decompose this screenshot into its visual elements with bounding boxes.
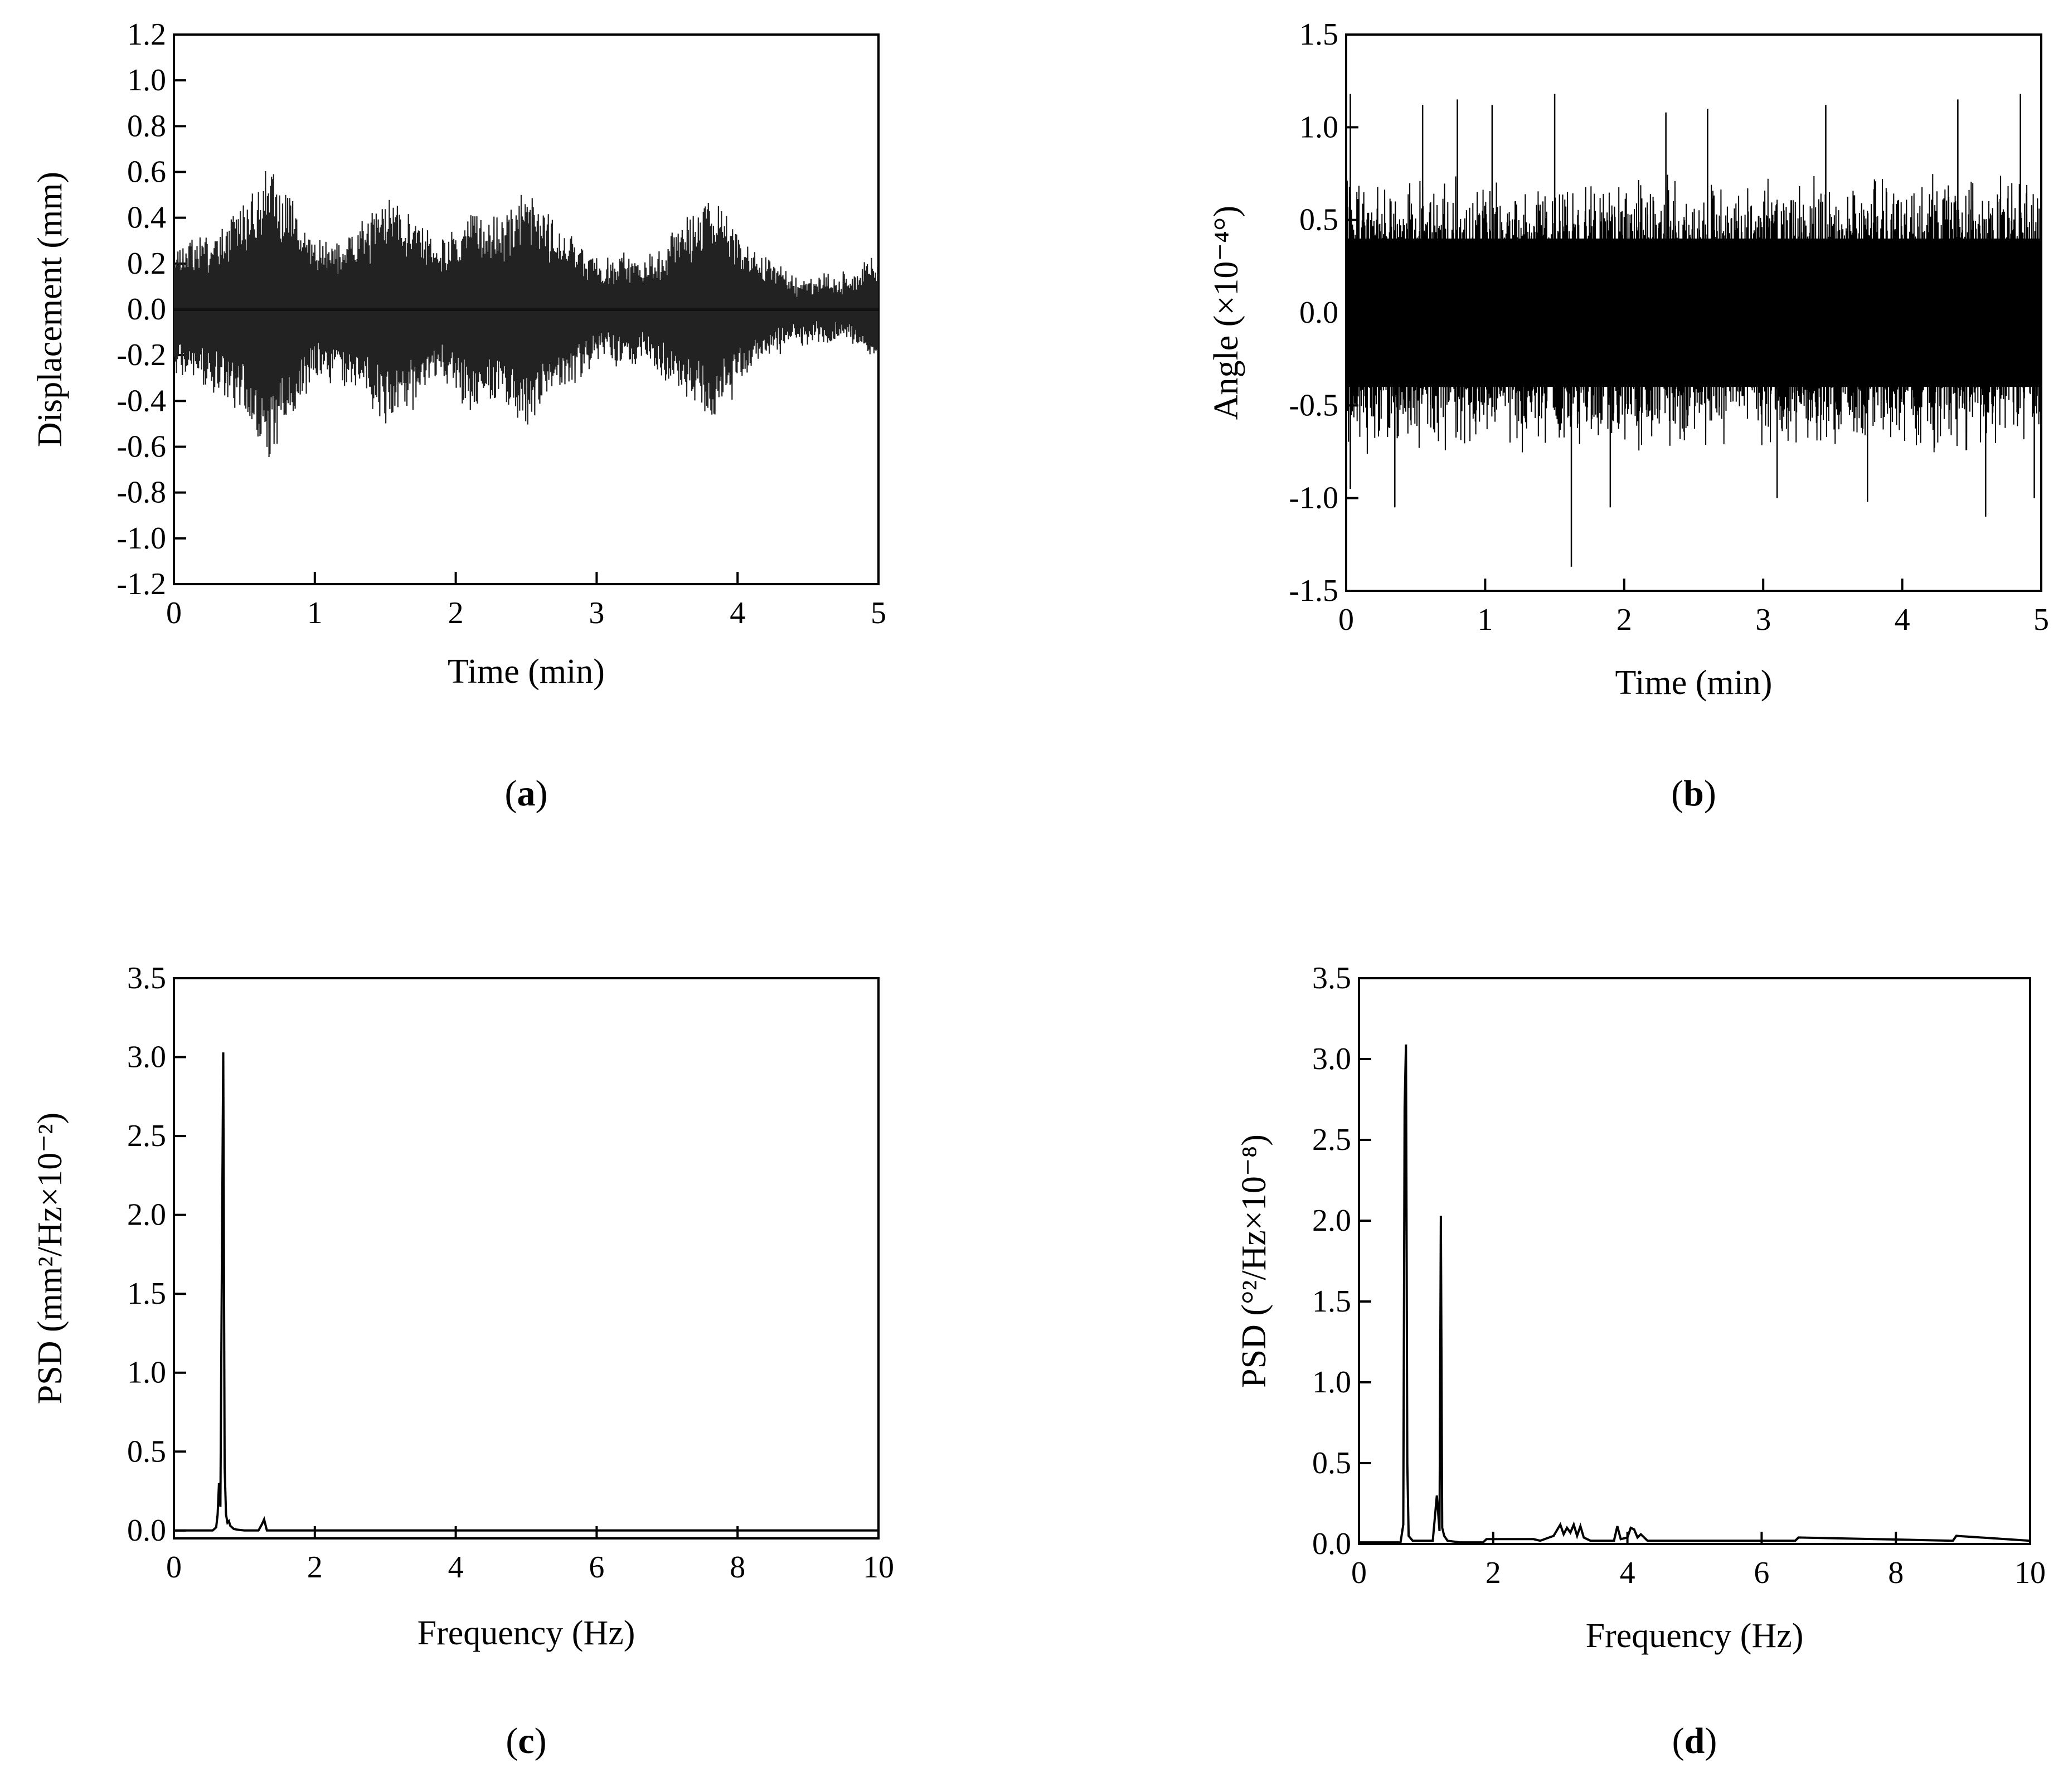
y-tick-label: -0.5 [1289, 388, 1338, 422]
x-axis-label: Time (min) [1615, 664, 1773, 702]
x-tick-label: 8 [730, 1550, 745, 1585]
y-tick-label: -1.2 [116, 567, 166, 601]
panel-label-letter: b [1683, 773, 1704, 814]
x-tick-label: 8 [1888, 1556, 1904, 1590]
y-tick-label: 1.5 [1299, 17, 1338, 52]
y-tick-label: -0.8 [116, 475, 166, 510]
panel-label-open: ( [1672, 1721, 1685, 1761]
panel-label-open: ( [505, 773, 517, 814]
x-tick-label: 0 [1338, 603, 1354, 637]
chart-panel-d: 0 2 4 6 8 10 0.0 0.5 1.0 1.5 2.0 2.5 3.0 3.5 Frequency… [1235, 961, 2046, 1761]
panel-label-letter: d [1685, 1721, 1705, 1761]
y-tick-label: 3.5 [1312, 961, 1351, 995]
y-tick-label: 0.8 [127, 109, 166, 143]
panel-label: (b) [1671, 773, 1716, 814]
series-line [174, 171, 878, 458]
y-tick-label: 0.0 [127, 1513, 166, 1548]
x-tick-label: 3 [589, 596, 604, 630]
x-axis-label: Time (min) [448, 653, 605, 691]
y-tick-label: -0.6 [116, 430, 166, 464]
x-axis-label: Frequency (Hz) [1586, 1617, 1804, 1655]
plot-frame [173, 977, 880, 1540]
panel-label-open: ( [1671, 773, 1683, 814]
panel-label: (a) [505, 773, 548, 814]
panel-label-close: ) [1705, 1721, 1717, 1761]
panel-label-close: ) [1704, 773, 1716, 814]
x-tick-label: 2 [1616, 603, 1632, 637]
x-tick-label: 0 [1351, 1556, 1367, 1590]
series-band [1346, 238, 2041, 387]
x-tick-label: 6 [1754, 1556, 1769, 1590]
y-tick-label: -1.0 [116, 521, 166, 556]
chart-panel-c: 0 2 4 6 8 10 0.0 0.5 1.0 1.5 2.0 2.5 3.0 3.5 Frequency… [31, 961, 894, 1761]
x-tick-label: 10 [863, 1550, 894, 1585]
y-axis-label: PSD (°²/Hz×10⁻⁸) [1235, 1134, 1273, 1388]
y-tick-label: -0.4 [116, 383, 166, 418]
x-tick-label: 2 [1486, 1556, 1501, 1590]
x-tick-label: 4 [1620, 1556, 1635, 1590]
y-axis-label: Angle (×10⁻⁴°) [1207, 206, 1245, 420]
panel-label-letter: c [518, 1721, 534, 1761]
y-tick-label: 3.0 [1312, 1042, 1351, 1076]
y-tick-label: 0.6 [127, 155, 166, 190]
y-tick-label: 2.5 [1312, 1123, 1351, 1157]
panel-label: (c) [506, 1721, 546, 1761]
y-tick-label: 2.0 [127, 1198, 166, 1232]
y-axis-label: PSD (mm²/Hz×10⁻²) [31, 1113, 69, 1404]
y-tick-label: 0.5 [1312, 1446, 1351, 1480]
panel-label-close: ) [535, 1721, 547, 1761]
x-tick-label: 6 [589, 1550, 604, 1585]
x-axis-label: Frequency (Hz) [418, 1614, 635, 1652]
y-tick-label: 0.5 [127, 1434, 166, 1469]
y-tick-label: 1.0 [127, 63, 166, 98]
series-line [174, 1052, 878, 1532]
plot-frame [1358, 977, 2031, 1545]
chart-panel-a: 0 1 2 3 4 5 -1.2 -1.0 -0.8 -0.6 -0.4 -0.2 0.0 0.2 0.4 0… [31, 17, 886, 814]
panel-label-letter: a [517, 773, 536, 814]
x-tick-label: 4 [730, 596, 745, 630]
x-tick-label: 1 [1477, 603, 1493, 637]
y-tick-label: 1.0 [127, 1356, 166, 1390]
x-tick-label: 10 [2014, 1556, 2046, 1590]
panel-label: (d) [1672, 1721, 1717, 1761]
y-tick-label: 0.0 [1312, 1527, 1351, 1561]
y-tick-label: 0.5 [1299, 203, 1338, 237]
y-tick-label: 0.0 [1299, 295, 1338, 330]
y-tick-label: 1.5 [127, 1276, 166, 1311]
x-tick-label: 4 [448, 1550, 464, 1585]
x-tick-label: 4 [1895, 603, 1910, 637]
plot-area [1346, 94, 2041, 567]
y-tick-label: 1.0 [1312, 1365, 1351, 1400]
y-tick-label: 0.4 [127, 201, 166, 235]
y-tick-label: -0.2 [116, 338, 166, 372]
plot-area [174, 171, 878, 458]
x-tick-label: 0 [166, 1550, 182, 1585]
y-axis-label: Displacement (mm) [31, 172, 69, 447]
y-tick-label: 3.5 [127, 961, 166, 995]
x-tick-label: 3 [1755, 603, 1771, 637]
x-tick-label: 2 [307, 1550, 323, 1585]
y-tick-label: 2.0 [1312, 1203, 1351, 1238]
x-tick-label: 2 [448, 596, 464, 630]
y-tick-label: 1.2 [127, 17, 166, 52]
plot-area [174, 1052, 878, 1532]
y-tick-label: 1.0 [1299, 110, 1338, 144]
y-tick-label: 0.0 [127, 292, 166, 327]
chart-panel-b: 0 1 2 3 4 5 -1.5 -1.0 -0.5 0.0 0.5 1.0 1.5 Time (min)… [1207, 17, 2049, 814]
y-tick-label: -1.0 [1289, 481, 1338, 516]
panel-label-open: ( [506, 1721, 518, 1761]
plot-area [1359, 1044, 2030, 1544]
y-tick-label: 2.5 [127, 1119, 166, 1153]
x-tick-label: 5 [871, 596, 886, 630]
x-tick-label: 5 [2033, 603, 2049, 637]
y-tick-label: 0.2 [127, 246, 166, 281]
panel-label-close: ) [536, 773, 548, 814]
x-tick-label: 1 [307, 596, 323, 630]
y-tick-label: 3.0 [127, 1040, 166, 1075]
series-line [1359, 1044, 2030, 1544]
y-tick-label: -1.5 [1289, 574, 1338, 608]
y-tick-label: 1.5 [1312, 1284, 1351, 1319]
x-tick-label: 0 [166, 596, 182, 630]
